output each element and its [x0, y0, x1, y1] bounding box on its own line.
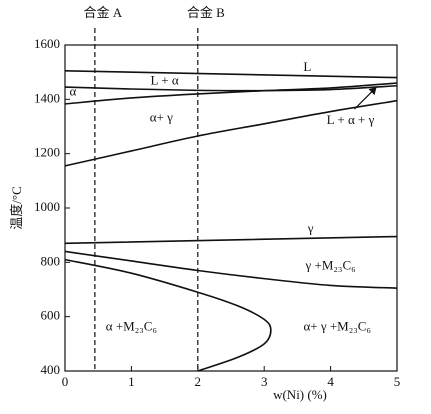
- arrow-head: [368, 87, 377, 96]
- alloy-label: 合金 A: [84, 5, 123, 20]
- x-tick-label: 3: [261, 374, 268, 389]
- y-tick-label: 1400: [34, 90, 60, 105]
- region-label: α+ γ +M₂₃C₆: [303, 319, 371, 334]
- region-label: α: [70, 84, 77, 99]
- x-tick-label: 4: [327, 374, 334, 389]
- y-tick-label: 800: [41, 253, 61, 268]
- x-tick-label: 5: [394, 374, 401, 389]
- region-label: γ +M₂₃C₆: [305, 257, 356, 272]
- region-label: L + α + γ: [327, 112, 375, 127]
- x-axis-label: w(Ni) (%): [273, 387, 327, 402]
- x-tick-label: 2: [195, 374, 202, 389]
- phase-boundary: [64, 70, 398, 79]
- phase-boundary: [64, 82, 398, 105]
- phase-boundary: [64, 235, 398, 245]
- region-label: L: [303, 59, 311, 74]
- x-tick-label: 1: [128, 374, 135, 389]
- region-label: α +M₂₃C₆: [106, 319, 157, 334]
- phase-boundary: [64, 258, 272, 372]
- y-tick-label: 400: [41, 362, 61, 377]
- region-label: α+ γ: [150, 109, 173, 124]
- y-tick-label: 600: [41, 308, 61, 323]
- y-tick-label: 1000: [34, 199, 60, 214]
- region-label: γ: [307, 221, 314, 236]
- y-tick-label: 1200: [34, 145, 60, 160]
- phase-boundary: [64, 84, 398, 92]
- phase-boundary: [64, 99, 398, 167]
- region-label: L + α: [151, 73, 179, 88]
- x-tick-label: 0: [62, 374, 69, 389]
- phase-boundary: [64, 250, 398, 289]
- alloy-label: 合金 B: [187, 5, 225, 20]
- y-tick-label: 1600: [34, 36, 60, 51]
- y-axis-label: 温度/°C: [9, 186, 24, 229]
